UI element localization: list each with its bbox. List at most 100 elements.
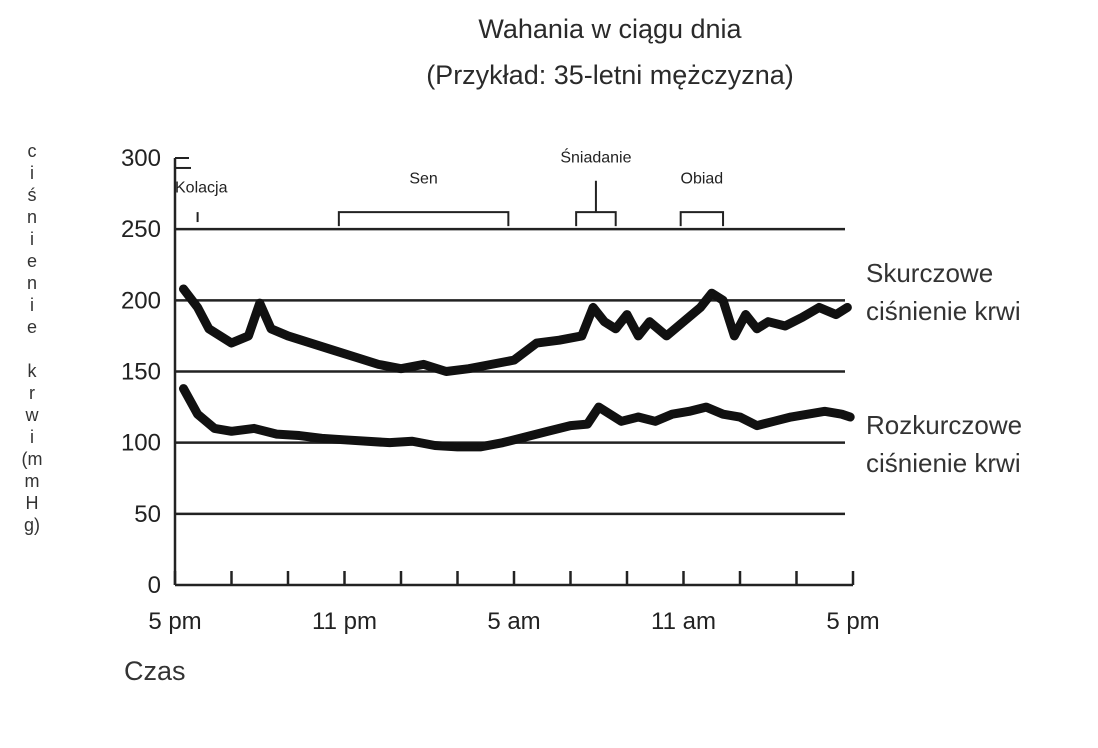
data-point — [330, 347, 337, 354]
y-tick-label: 0 — [148, 572, 161, 599]
data-point — [635, 414, 642, 421]
annotation-label: Kolacja — [175, 179, 228, 196]
data-point — [765, 318, 772, 325]
data-point — [686, 408, 693, 415]
y-tick-label: 200 — [121, 287, 161, 314]
data-point — [584, 421, 591, 428]
data-point — [838, 411, 845, 418]
data-point — [256, 300, 263, 307]
annotation-label: Śniadanie — [560, 147, 631, 166]
data-point — [720, 297, 727, 304]
data-point — [833, 311, 840, 318]
y-axis-label-char: w — [25, 405, 39, 425]
data-point — [731, 332, 738, 339]
diastolic-label-line1: Rozkurczowe — [866, 410, 1023, 440]
data-point — [205, 325, 212, 332]
data-point — [652, 418, 659, 425]
data-point — [285, 332, 291, 339]
data-point — [194, 304, 201, 311]
y-axis-label-char: i — [30, 427, 34, 447]
annotation-bracket — [337, 211, 510, 227]
data-point — [511, 357, 517, 364]
series-line-systolic — [178, 284, 852, 376]
data-point — [488, 361, 495, 368]
data-point — [680, 318, 687, 325]
chart-title: Wahania w ciągu dnia — [478, 14, 742, 44]
data-point — [556, 337, 563, 344]
data-point — [753, 325, 760, 332]
systolic-label-line2: ciśnienie krwi — [866, 296, 1021, 326]
x-tick-label: 5 am — [487, 608, 540, 635]
y-tick-label: 50 — [134, 501, 161, 528]
data-point — [601, 318, 608, 325]
data-point — [443, 368, 450, 375]
data-point — [499, 439, 506, 446]
diastolic-label-line2: ciśnienie krwi — [866, 448, 1021, 478]
series-line-diastolic — [178, 384, 855, 452]
y-axis-label-char: (m — [21, 449, 43, 469]
annotation-bracket — [575, 211, 617, 227]
data-point — [268, 325, 275, 332]
y-axis-label-char: c — [27, 141, 37, 161]
data-point — [477, 443, 484, 450]
data-point — [228, 428, 235, 435]
data-point — [318, 435, 325, 442]
data-point — [180, 285, 187, 292]
data-point — [618, 418, 625, 425]
data-point — [296, 432, 303, 439]
data-point — [544, 428, 551, 435]
data-point — [364, 438, 371, 445]
y-axis-label-char: m — [24, 471, 40, 491]
y-tick-label: 150 — [121, 359, 161, 386]
data-point — [578, 332, 585, 339]
data-point — [821, 408, 828, 415]
data-point — [708, 290, 715, 297]
y-axis-label-char: e — [26, 317, 37, 337]
annotation-label: Sen — [409, 171, 437, 188]
data-point — [804, 411, 811, 418]
data-point — [522, 433, 529, 440]
data-point — [697, 304, 704, 311]
data-point — [307, 340, 314, 347]
data-point — [703, 404, 710, 411]
x-tick-label: 11 am — [651, 608, 716, 635]
y-axis-label-char: e — [26, 251, 37, 271]
chart-subtitle: (Przykład: 35-letni mężczyzna) — [426, 60, 794, 90]
y-axis-label-char: ś — [27, 185, 37, 205]
y-axis-label-char: i — [30, 163, 34, 183]
data-point — [352, 354, 359, 361]
data-point — [245, 332, 252, 339]
data-point — [646, 318, 653, 325]
systolic-label-line1: Skurczowe — [866, 258, 994, 288]
data-point — [782, 322, 789, 329]
x-tick-label: 5 pm — [148, 608, 201, 635]
data-point — [799, 314, 806, 321]
y-axis-label-char: r — [29, 383, 35, 403]
y-axis-label-char: n — [26, 207, 37, 227]
data-point — [663, 332, 670, 339]
data-point — [635, 332, 642, 339]
y-axis-label-char: n — [26, 273, 37, 293]
data-point — [612, 325, 619, 332]
data-point — [816, 304, 823, 311]
data-point — [211, 425, 218, 432]
data-point — [737, 414, 743, 421]
x-tick-label: 5 pm — [826, 608, 879, 635]
annotation-label: Obiad — [681, 171, 724, 188]
data-point — [465, 365, 472, 372]
data-point — [386, 439, 393, 446]
data-point — [590, 304, 597, 311]
y-axis-label-char: g) — [23, 515, 40, 535]
x-axis-label: Czas — [124, 656, 186, 686]
y-axis-label-char: k — [27, 361, 37, 381]
data-point — [228, 340, 235, 347]
data-point — [787, 414, 794, 421]
diastolic-series-label: Rozkurczowe ciśnienie krwi — [866, 406, 1022, 482]
data-point — [595, 404, 602, 411]
data-point — [409, 438, 416, 445]
data-point — [567, 422, 574, 429]
data-point — [375, 361, 382, 368]
data-point — [533, 340, 540, 347]
y-tick-label: 250 — [121, 216, 161, 243]
